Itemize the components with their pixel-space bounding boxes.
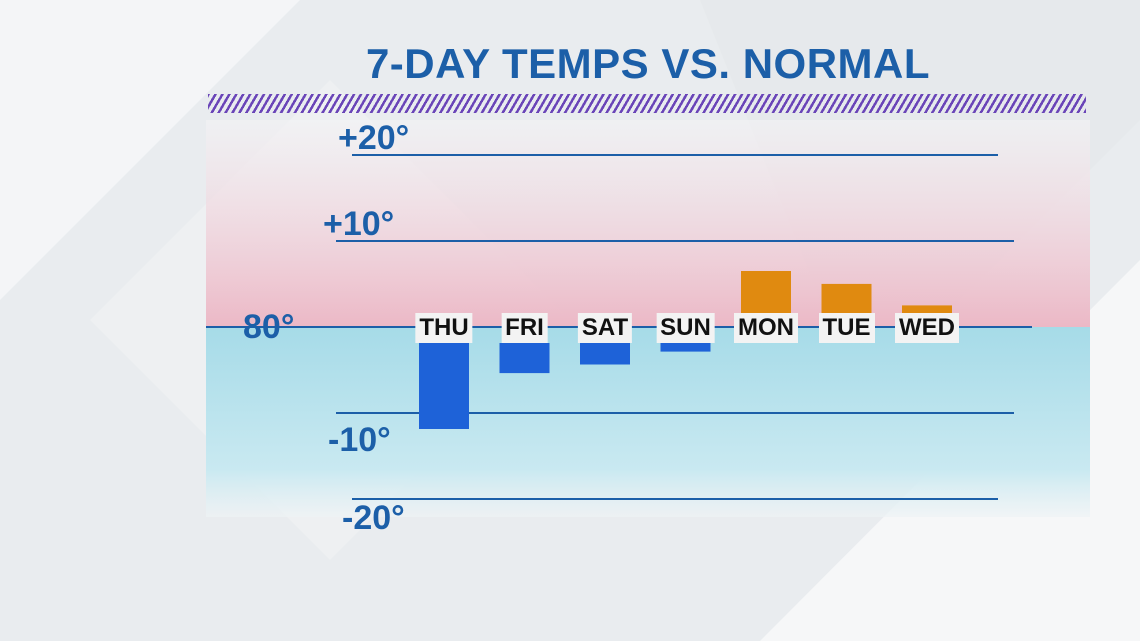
- y-tick-label: +20°: [338, 119, 410, 157]
- x-tick-label: FRI: [501, 313, 548, 344]
- x-tick-label: TUE: [818, 313, 875, 344]
- chart-title: 7-DAY TEMPS VS. NORMAL: [365, 40, 931, 87]
- title-divider: [208, 94, 1086, 113]
- x-tick-label: MON: [734, 313, 798, 344]
- y-tick-label: -20°: [342, 499, 405, 537]
- bar-thu: [419, 343, 469, 429]
- bar-sun: [660, 343, 711, 352]
- x-tick-label: SUN: [656, 313, 715, 344]
- x-tick-label: SAT: [577, 313, 633, 344]
- bar-wed: [902, 305, 952, 314]
- baseline-label: 80°: [243, 308, 295, 346]
- x-tick-label: THU: [415, 313, 473, 344]
- y-tick-label: +10°: [323, 205, 395, 243]
- bar-mon: [741, 271, 791, 314]
- bar-fri: [499, 343, 550, 374]
- y-tick-label: -10°: [328, 421, 391, 459]
- bar-sat: [580, 343, 630, 365]
- below-normal-zone: [206, 327, 1090, 517]
- bar-tue: [821, 283, 872, 314]
- x-tick-label: WED: [895, 313, 959, 344]
